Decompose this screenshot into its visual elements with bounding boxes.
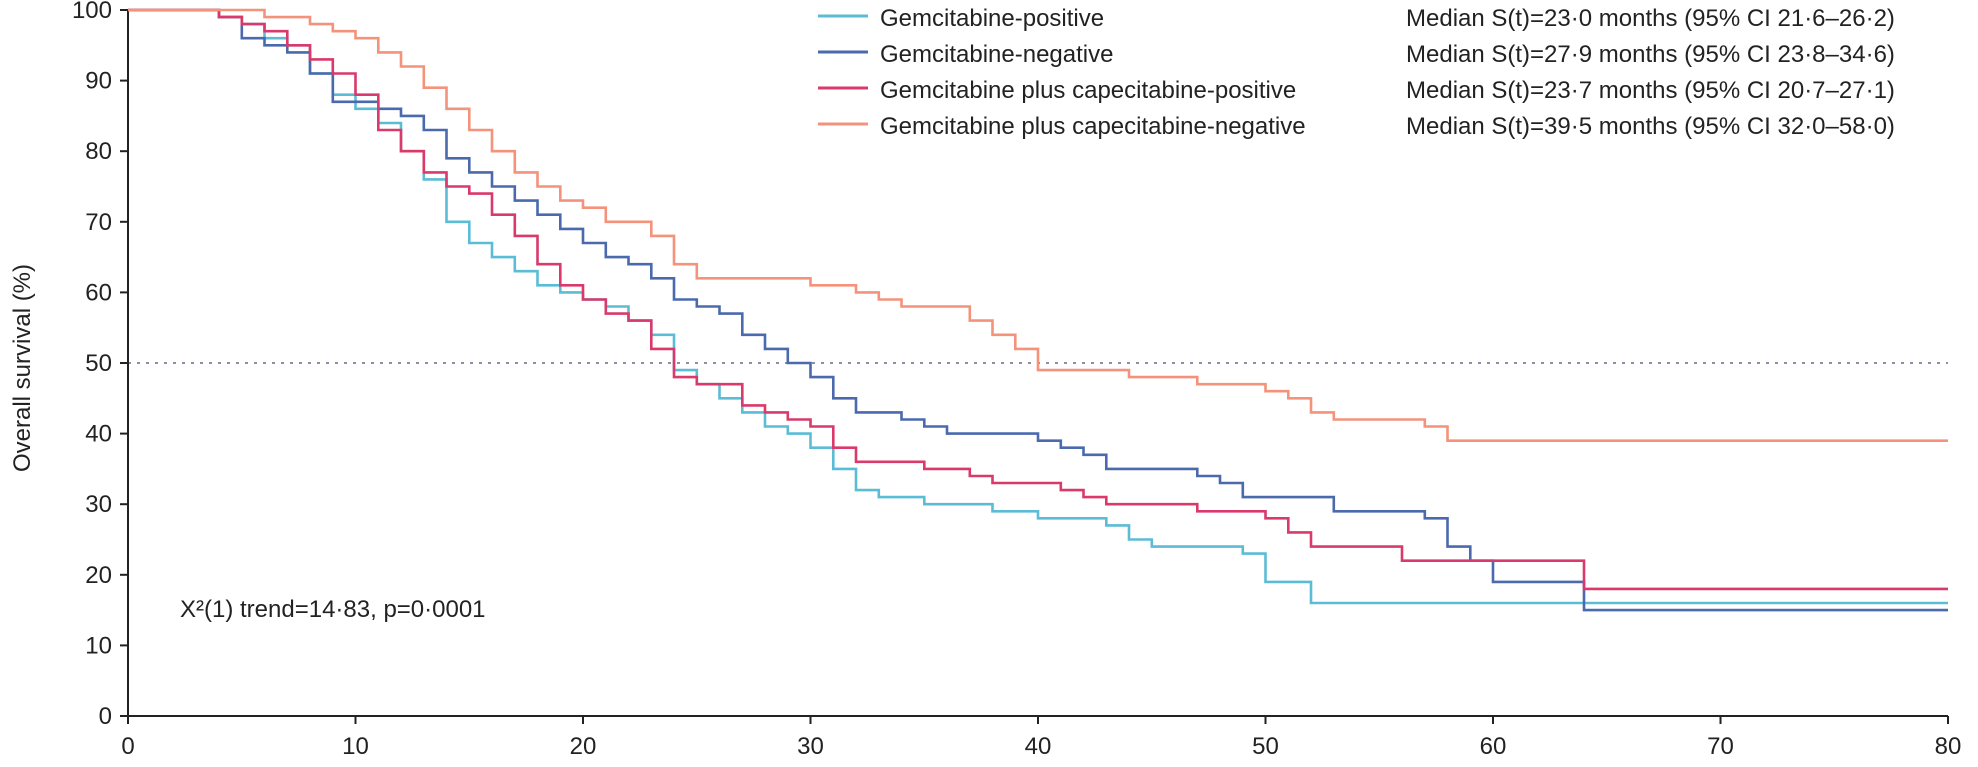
x-tick-label: 50	[1252, 733, 1279, 760]
x-tick-label: 10	[342, 733, 369, 760]
axes: 0 10 20 30 40 50 60 70 80 0 10 20 30 40 50 60 70 80 90 100	[72, 0, 1961, 760]
y-tick-label: 10	[85, 632, 112, 659]
y-tick-label: 100	[72, 0, 112, 24]
x-tick-label: 0	[121, 733, 134, 760]
x-tick-label: 70	[1707, 733, 1734, 760]
y-tick-label: 90	[85, 68, 112, 95]
series-line-4	[128, 8, 1948, 442]
legend-series-median: Median S(t)=23·0 months (95% CI 21·6–26·…	[1406, 5, 1895, 32]
legend-series-median: Median S(t)=23·7 months (95% CI 20·7–27·…	[1406, 77, 1895, 104]
legend-series-name: Gemcitabine-negative	[880, 41, 1113, 68]
y-axis-ticks: 0 10 20 30 40 50 60 70 80 90 100	[72, 0, 128, 730]
legend-series-median: Median S(t)=39·5 months (95% CI 32·0–58·…	[1406, 113, 1895, 140]
series-lines	[128, 8, 1948, 612]
legend-series-median: Median S(t)=27·9 months (95% CI 23·8–34·…	[1406, 41, 1895, 68]
legend: Gemcitabine-positive Median S(t)=23·0 mon…	[818, 5, 1895, 140]
x-axis-ticks: 0 10 20 30 40 50 60 70 80	[121, 716, 1961, 760]
y-tick-label: 20	[85, 562, 112, 589]
y-tick-label: 70	[85, 209, 112, 236]
y-tick-label: 0	[99, 703, 112, 730]
x-tick-label: 20	[570, 733, 597, 760]
x-tick-label: 80	[1935, 733, 1962, 760]
trend-test-annotation: X²(1) trend=14·83, p=0·0001	[180, 596, 486, 623]
x-tick-label: 60	[1480, 733, 1507, 760]
legend-series-name: Gemcitabine-positive	[880, 5, 1104, 32]
y-tick-label: 60	[85, 279, 112, 306]
series-line-1	[128, 8, 1948, 605]
x-tick-label: 40	[1025, 733, 1052, 760]
x-tick-label: 30	[797, 733, 824, 760]
series-line-3	[128, 8, 1948, 591]
y-tick-label: 40	[85, 421, 112, 448]
y-axis-title: Overall survival (%)	[9, 264, 36, 472]
y-tick-label: 50	[85, 350, 112, 377]
legend-series-name: Gemcitabine plus capecitabine-positive	[880, 77, 1296, 104]
y-tick-label: 80	[85, 138, 112, 165]
y-tick-label: 30	[85, 491, 112, 518]
legend-series-name: Gemcitabine plus capecitabine-negative	[880, 113, 1306, 140]
